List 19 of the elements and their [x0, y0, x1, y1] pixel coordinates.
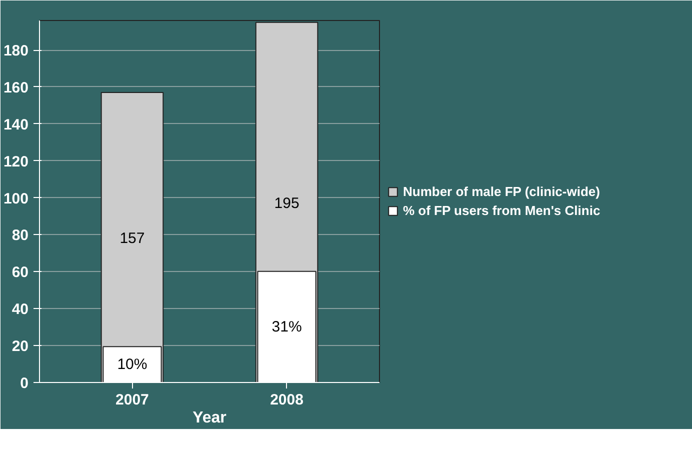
data-label: 10%: [117, 356, 148, 374]
y-tick-label: 0: [20, 375, 28, 392]
y-tick-label: 140: [3, 116, 29, 134]
x-tick-label: 2008: [270, 392, 304, 408]
y-tick-label: 100: [3, 190, 29, 208]
data-label: 195: [274, 194, 300, 212]
y-tick-label: 120: [3, 153, 29, 170]
y-tick-label: 40: [12, 301, 29, 318]
y-tick-label: 160: [3, 79, 29, 96]
legend-label: Number of male FP (clinic-wide): [403, 184, 600, 199]
data-label: 157: [120, 230, 145, 248]
y-tick-label: 60: [12, 264, 29, 282]
y-tick-label: 180: [3, 42, 29, 60]
y-tick-label: 20: [12, 338, 29, 356]
x-tick-label: 2007: [116, 392, 149, 408]
y-tick-label: 80: [12, 227, 29, 244]
legend-label: % of FP users from Men's Clinic: [403, 203, 600, 218]
x-axis-title: Year: [192, 410, 226, 426]
data-label: 31%: [272, 318, 302, 336]
